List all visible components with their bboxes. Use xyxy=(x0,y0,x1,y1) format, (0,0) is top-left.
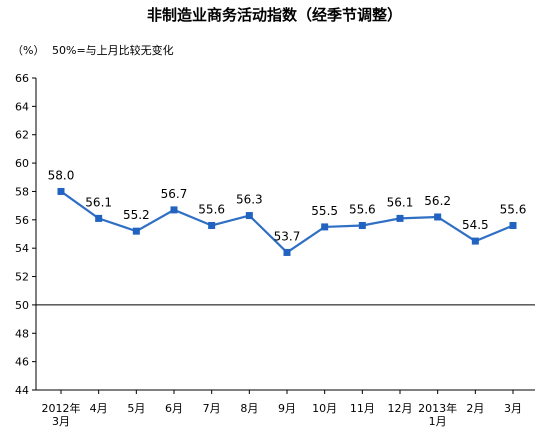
chart-title: 非制造业商务活动指数（经季节调整） xyxy=(146,6,402,24)
chart-note: 50%=与上月比较无变化 xyxy=(52,44,174,57)
data-label: 56.3 xyxy=(236,193,263,207)
data-point xyxy=(321,223,329,231)
y-tick-label: 44 xyxy=(15,384,29,397)
y-ticks: 44 46 48 50 52 54 56 58 60 62 64 66 xyxy=(15,72,36,397)
x-tick-label: 8月 xyxy=(240,402,258,415)
data-label: 55.2 xyxy=(123,208,150,222)
data-point xyxy=(170,206,178,214)
y-tick-label: 66 xyxy=(15,72,29,85)
x-tick-label: 7月 xyxy=(203,402,221,415)
x-tick-label: 2月 xyxy=(466,402,484,415)
data-point xyxy=(57,187,65,195)
data-point xyxy=(471,237,479,245)
series xyxy=(57,187,517,256)
data-labels: 58.0 56.1 55.2 56.7 55.6 56.3 53.7 55.5 55.6 56.1… xyxy=(48,168,527,243)
data-label: 56.2 xyxy=(424,194,451,208)
data-label: 55.5 xyxy=(311,204,338,218)
data-point xyxy=(208,221,216,229)
y-tick-label: 50 xyxy=(15,299,29,312)
y-tick-label: 48 xyxy=(15,327,29,340)
x-tick-label: 9月 xyxy=(278,402,296,415)
y-tick-label: 60 xyxy=(15,157,29,170)
y-tick-label: 64 xyxy=(15,100,29,113)
x-tick-label: 10月 xyxy=(312,402,337,415)
data-point xyxy=(283,248,291,256)
data-point xyxy=(509,221,517,229)
x-tick-label: 2013年 1月 xyxy=(418,401,457,428)
y-tick-label: 58 xyxy=(15,185,29,198)
x-tick-label: 5月 xyxy=(127,402,145,415)
data-label: 53.7 xyxy=(274,229,301,243)
y-tick-label: 46 xyxy=(15,356,29,369)
axes xyxy=(35,78,535,391)
y-axis-unit: （%） xyxy=(12,44,45,57)
x-tick-label: 11月 xyxy=(350,402,375,415)
data-label: 56.1 xyxy=(85,195,112,209)
x-tick-label: 2012年 3月 xyxy=(42,401,81,428)
data-label: 56.7 xyxy=(161,187,188,201)
data-point xyxy=(358,221,366,229)
x-tick-label: 4月 xyxy=(90,402,108,415)
data-point xyxy=(396,214,404,222)
y-tick-label: 62 xyxy=(15,129,29,142)
data-point xyxy=(95,214,103,222)
data-label: 55.6 xyxy=(198,202,225,216)
data-point xyxy=(132,227,140,235)
data-label: 58.0 xyxy=(48,168,75,182)
x-tick-label: 6月 xyxy=(165,402,183,415)
data-point xyxy=(434,213,442,221)
data-label: 55.6 xyxy=(500,202,527,216)
data-label: 55.6 xyxy=(349,202,376,216)
y-tick-label: 54 xyxy=(15,242,29,255)
y-tick-label: 52 xyxy=(15,271,29,284)
data-label: 54.5 xyxy=(462,218,489,232)
data-point xyxy=(245,212,253,220)
x-ticks: 2012年 3月 4月 5月 6月 7月 8月 9月 10月 11月 12月 2013年 1月 2月 3月 xyxy=(42,390,522,428)
y-tick-label: 56 xyxy=(15,214,29,227)
x-tick-label: 12月 xyxy=(388,402,413,415)
data-label: 56.1 xyxy=(387,195,414,209)
x-tick-label: 3月 xyxy=(504,402,522,415)
